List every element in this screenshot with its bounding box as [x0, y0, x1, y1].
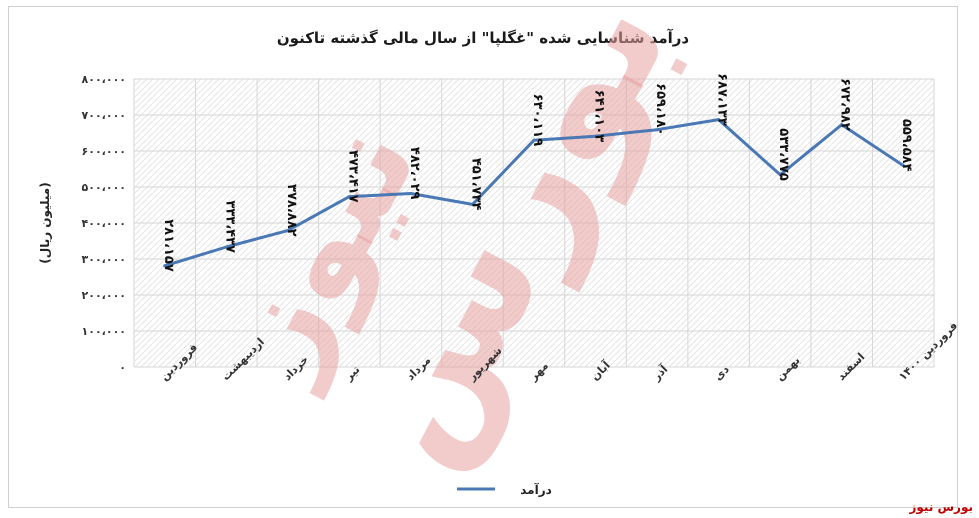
data-label: ۲۸۱،۱۵۷ [161, 219, 176, 272]
legend: درآمد [457, 482, 552, 497]
brand-signature: بورس نیوز [909, 500, 973, 514]
data-point [778, 173, 782, 177]
data-label: ۶۴۱،۱۰۳ [592, 90, 607, 143]
data-point [224, 245, 228, 249]
y-axis: ۰ ۱۰۰،۰۰۰ ۲۰۰،۰۰۰ ۳۰۰،۰۰۰ ۴۰۰،۰۰۰ ۵۰۰،۰۰۰ ۶۰۰،… [82, 73, 126, 374]
data-label: ۴۷۳،۴۱۷ [345, 150, 360, 203]
gridlines [133, 78, 935, 368]
y-tick-label: ۴۰۰،۰۰۰ [82, 217, 126, 230]
data-point [594, 134, 598, 138]
data-point [840, 123, 844, 127]
legend-label: درآمد [520, 482, 552, 497]
y-tick-label: ۵۰۰،۰۰۰ [82, 181, 126, 194]
y-tick-label: ۳۰۰،۰۰۰ [82, 253, 126, 266]
data-label: ۳۳۳،۴۳۷ [222, 200, 237, 253]
data-label: ۶۵۹،۱۸۰ [653, 83, 668, 136]
data-point [532, 138, 536, 142]
data-point [655, 128, 659, 132]
y-tick-label: ۲۰۰،۰۰۰ [82, 289, 126, 302]
y-tick-label: ۷۰۰،۰۰۰ [82, 109, 126, 122]
y-axis-label: (میلیون ریال) [38, 182, 53, 263]
data-label: ۵۵۹،۵۸۴ [899, 119, 914, 172]
data-point [347, 195, 351, 199]
y-tick-label: ۰ [119, 361, 126, 374]
data-point [286, 229, 290, 233]
data-label: ۶۳۰،۱۱۹ [530, 94, 545, 147]
data-label: ۴۵۱،۷۳۴ [468, 158, 483, 211]
data-point [163, 264, 167, 268]
chart-frame: درآمد شناسایی شده "غگلپا" از سال مالی گذ… [8, 6, 958, 508]
data-label: ۳۷۸،۸۸۲ [284, 184, 299, 237]
data-label: ۴۸۲،۰۲۹ [407, 147, 422, 200]
y-tick-label: ۸۰۰،۰۰۰ [82, 73, 126, 86]
data-point [470, 202, 474, 206]
data-labels: ۲۸۱،۱۵۷ ۳۳۳،۴۳۷ ۳۷۸،۸۸۲ ۴۷۳،۴۱۷ ۴۸۲،۰۲۹ ۴۵۱،۷… [161, 73, 914, 272]
data-label: ۵۳۳،۷۷۵ [776, 128, 791, 181]
series-layer [163, 118, 905, 268]
revenue-line-chart: درآمد شناسایی شده "غگلپا" از سال مالی گذ… [38, 7, 957, 497]
data-label: ۶۷۲،۹۸۲ [838, 78, 853, 131]
y-tick-label: ۶۰۰،۰۰۰ [82, 145, 126, 158]
y-tick-label: ۱۰۰،۰۰۰ [82, 325, 126, 338]
data-point [717, 118, 721, 122]
data-point [409, 191, 413, 195]
chart-title: درآمد شناسایی شده "غگلپا" از سال مالی گذ… [277, 29, 690, 48]
data-point [901, 164, 905, 168]
data-label: ۶۸۷،۱۳۳ [715, 73, 730, 126]
